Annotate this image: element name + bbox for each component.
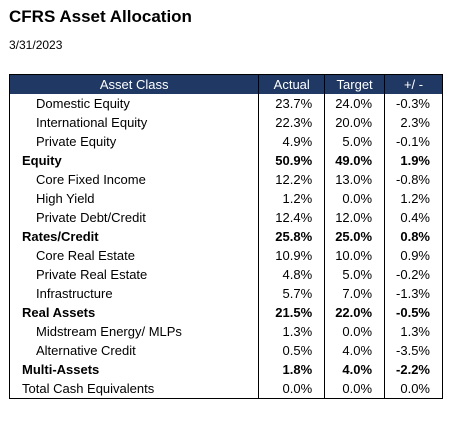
cell-value: 7.0%	[324, 284, 386, 303]
header-row: Asset Class Actual Target +/ -	[8, 74, 443, 94]
cell-value: 0.0%	[324, 189, 386, 208]
cell-value: 5.7%	[258, 284, 326, 303]
row-label: Alternative Credit	[8, 341, 260, 360]
cell-value: 23.7%	[258, 94, 326, 113]
cell-value: -0.1%	[384, 132, 443, 151]
row-label: Midstream Energy/ MLPs	[8, 322, 260, 341]
cash-row: Total Cash Equivalents 0.0% 0.0% 0.0%	[8, 379, 443, 399]
cell-value: 1.3%	[258, 322, 326, 341]
cell-value: -0.2%	[384, 265, 443, 284]
cell-value: -0.8%	[384, 170, 443, 189]
row-label: International Equity	[8, 113, 260, 132]
cell-value: 1.8%	[258, 360, 326, 379]
row-label: Private Real Estate	[8, 265, 260, 284]
cell-value: 10.9%	[258, 246, 326, 265]
cell-value: 13.0%	[324, 170, 386, 189]
cell-value: 1.2%	[384, 189, 443, 208]
item-row: Infrastructure 5.7% 7.0% -1.3%	[8, 284, 443, 303]
item-row: Domestic Equity 23.7% 24.0% -0.3%	[8, 94, 443, 113]
cell-value: 12.4%	[258, 208, 326, 227]
cell-value: -1.3%	[384, 284, 443, 303]
cell-value: -0.5%	[384, 303, 443, 322]
cell-value: 1.2%	[258, 189, 326, 208]
cell-value: -2.2%	[384, 360, 443, 379]
item-row: Midstream Energy/ MLPs 1.3% 0.0% 1.3%	[8, 322, 443, 341]
cell-value: 20.0%	[324, 113, 386, 132]
item-row: Private Debt/Credit 12.4% 12.0% 0.4%	[8, 208, 443, 227]
cell-value: 0.0%	[384, 379, 443, 399]
cell-value: 0.5%	[258, 341, 326, 360]
cell-value: 4.0%	[324, 360, 386, 379]
cell-value: 4.9%	[258, 132, 326, 151]
cell-value: 1.3%	[384, 322, 443, 341]
total-row: Rates/Credit 25.8% 25.0% 0.8%	[8, 227, 443, 246]
date: 3/31/2023	[9, 38, 63, 52]
cell-value: 50.9%	[258, 151, 326, 170]
cell-value: 0.4%	[384, 208, 443, 227]
cell-value: 24.0%	[324, 94, 386, 113]
column-header: Asset Class	[8, 74, 260, 94]
column-header: Target	[324, 74, 386, 94]
cell-value: 21.5%	[258, 303, 326, 322]
row-label: Infrastructure	[8, 284, 260, 303]
row-label: Core Fixed Income	[8, 170, 260, 189]
row-label: Domestic Equity	[8, 94, 260, 113]
title: CFRS Asset Allocation	[9, 7, 192, 26]
cell-value: 5.0%	[324, 132, 386, 151]
column-header: +/ -	[384, 74, 443, 94]
cell-value: 25.0%	[324, 227, 386, 246]
row-label: Private Debt/Credit	[8, 208, 260, 227]
cell-value: 12.0%	[324, 208, 386, 227]
cell-value: 0.8%	[384, 227, 443, 246]
item-row: Core Fixed Income 12.2% 13.0% -0.8%	[8, 170, 443, 189]
item-row: High Yield 1.2% 0.0% 1.2%	[8, 189, 443, 208]
cell-value: 4.8%	[258, 265, 326, 284]
total-row: Real Assets 21.5% 22.0% -0.5%	[8, 303, 443, 322]
cell-value: 0.9%	[384, 246, 443, 265]
row-label: Real Assets	[8, 303, 260, 322]
total-row: Equity 50.9% 49.0% 1.9%	[8, 151, 443, 170]
row-label: Equity	[8, 151, 260, 170]
cell-value: 0.0%	[324, 322, 386, 341]
row-label: High Yield	[8, 189, 260, 208]
row-label: Private Equity	[8, 132, 260, 151]
total-row: Multi-Assets 1.8% 4.0% -2.2%	[8, 360, 443, 379]
row-label: Multi-Assets	[8, 360, 260, 379]
cell-value: 25.8%	[258, 227, 326, 246]
cell-value: 4.0%	[324, 341, 386, 360]
row-label: Total Cash Equivalents	[8, 379, 260, 399]
table-body: Domestic Equity 23.7% 24.0% -0.3% Internatio…	[8, 94, 443, 399]
cell-value: 0.0%	[258, 379, 326, 399]
item-row: Core Real Estate 10.9% 10.0% 0.9%	[8, 246, 443, 265]
item-row: International Equity 22.3% 20.0% 2.3%	[8, 113, 443, 132]
cell-value: 2.3%	[384, 113, 443, 132]
allocation-table: Asset Class Actual Target +/ - Domestic Equ…	[8, 74, 443, 399]
item-row: Private Real Estate 4.8% 5.0% -0.2%	[8, 265, 443, 284]
cell-value: 22.0%	[324, 303, 386, 322]
cell-value: 10.0%	[324, 246, 386, 265]
column-header: Actual	[258, 74, 326, 94]
item-row: Alternative Credit 0.5% 4.0% -3.5%	[8, 341, 443, 360]
cell-value: 0.0%	[324, 379, 386, 399]
item-row: Private Equity 4.9% 5.0% -0.1%	[8, 132, 443, 151]
cell-value: 5.0%	[324, 265, 386, 284]
row-label: Rates/Credit	[8, 227, 260, 246]
cell-value: -0.3%	[384, 94, 443, 113]
cell-value: 49.0%	[324, 151, 386, 170]
row-label: Core Real Estate	[8, 246, 260, 265]
cell-value: -3.5%	[384, 341, 443, 360]
cell-value: 12.2%	[258, 170, 326, 189]
cell-value: 22.3%	[258, 113, 326, 132]
cell-value: 1.9%	[384, 151, 443, 170]
